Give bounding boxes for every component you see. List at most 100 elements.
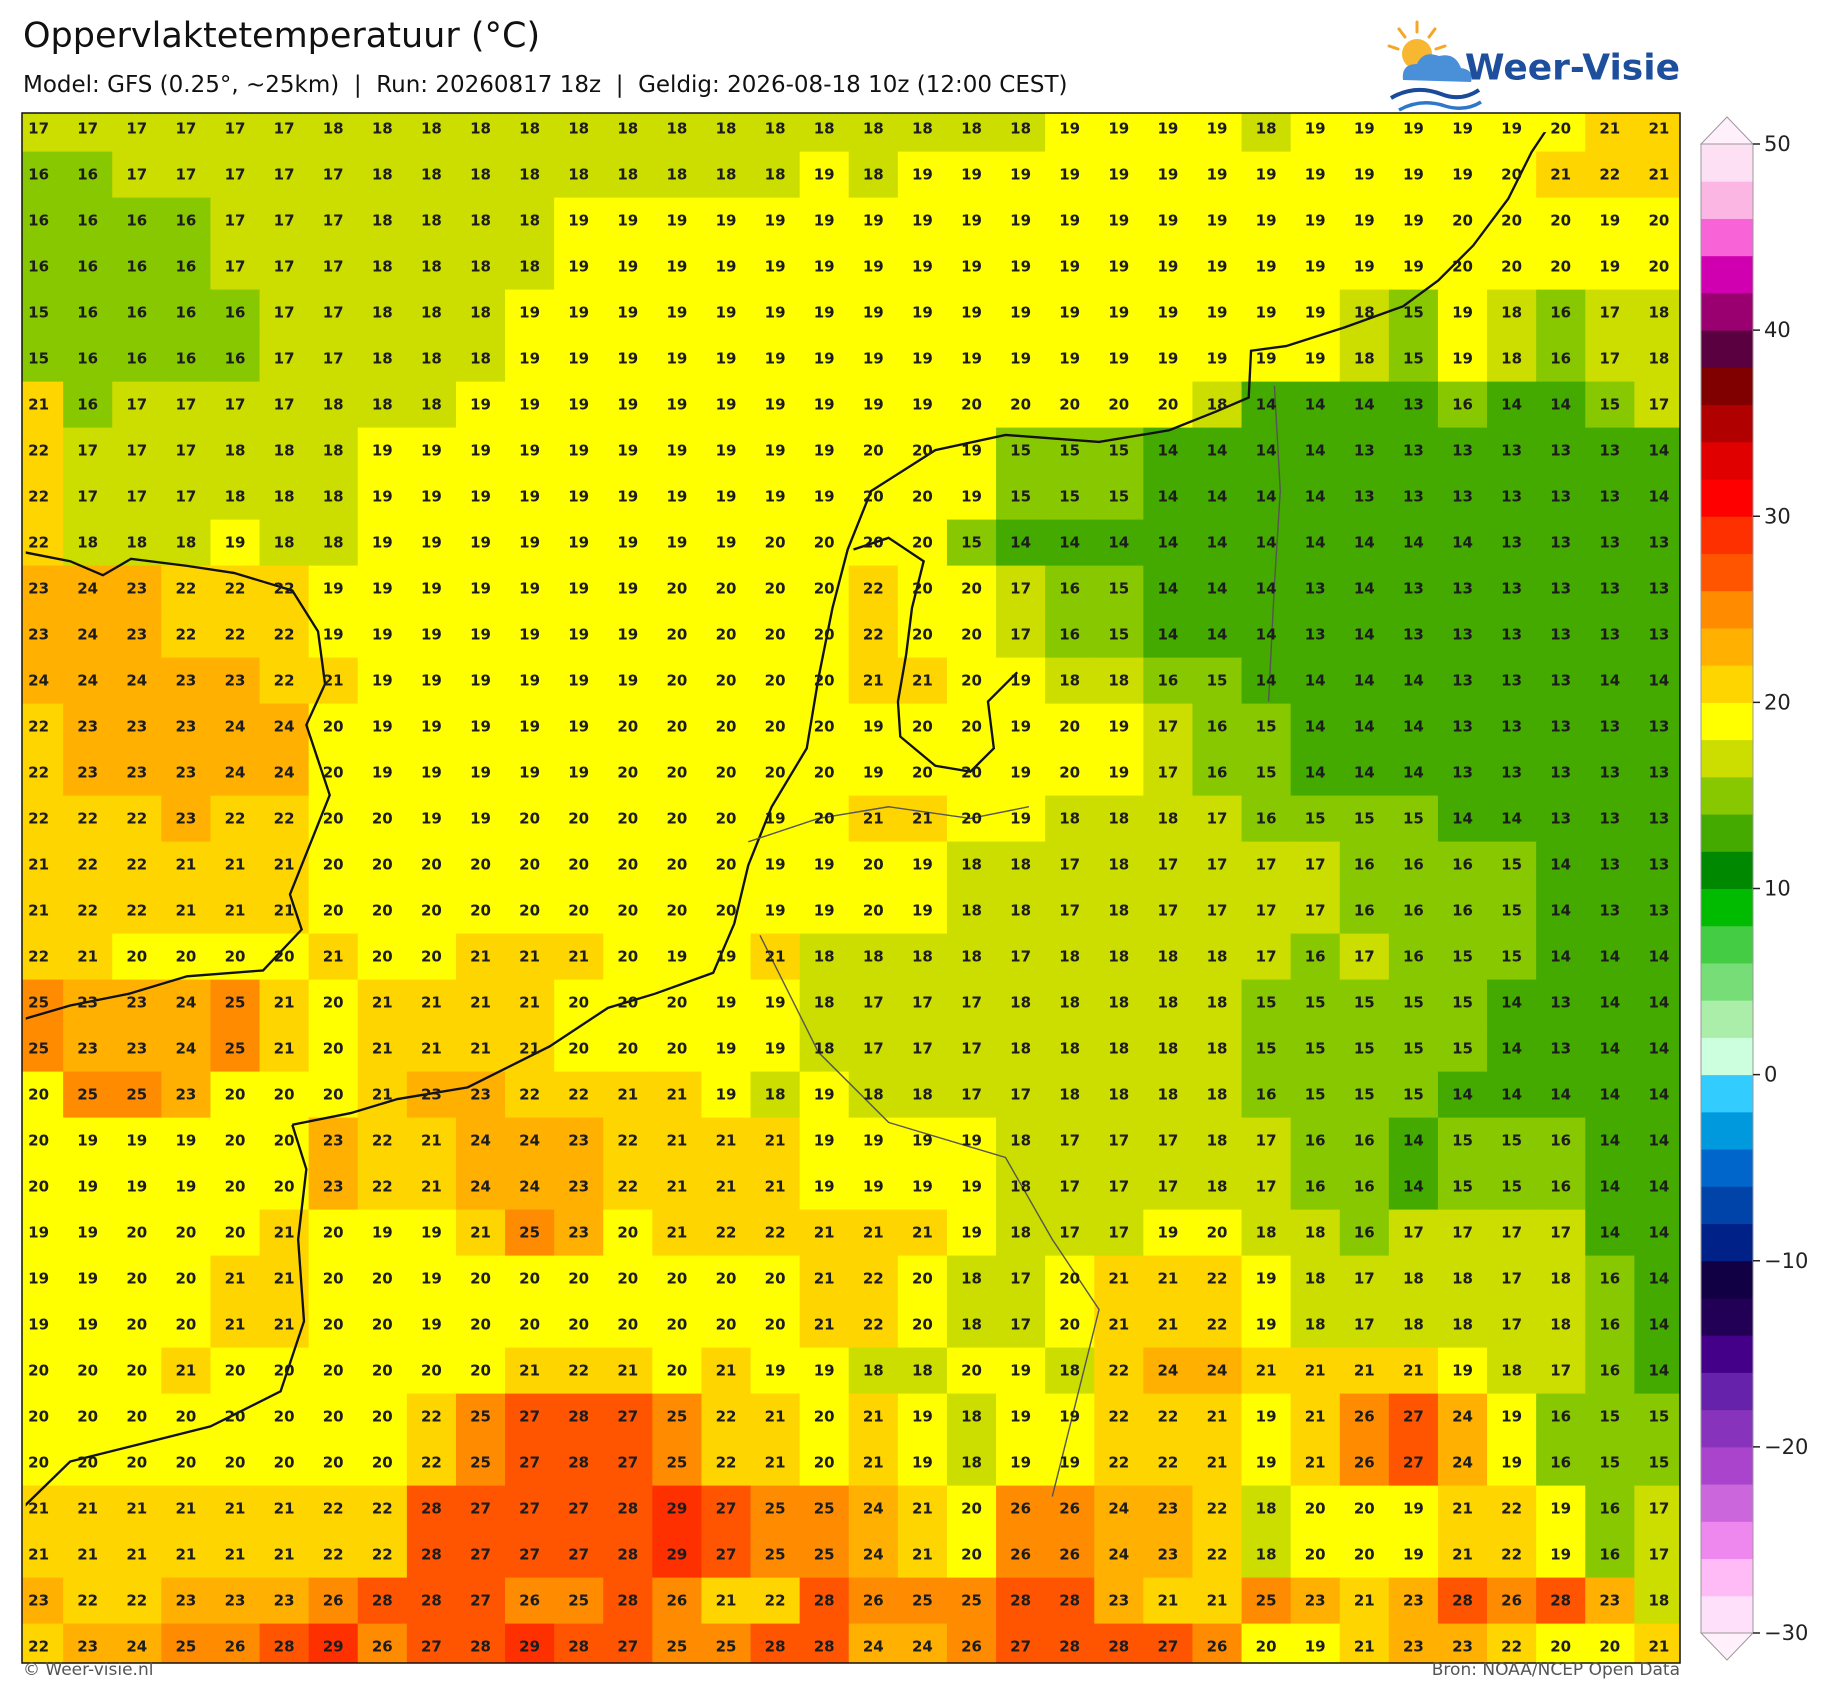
- temperature-cell: [1045, 1301, 1095, 1349]
- temperature-value: 20: [666, 764, 687, 782]
- temperature-cell: [505, 1347, 555, 1395]
- temperature-value: 21: [274, 1546, 295, 1564]
- temperature-cell: [22, 427, 64, 475]
- temperature-value: 20: [323, 1362, 344, 1380]
- temperature-cell: [505, 703, 555, 751]
- temperature-cell: [308, 1301, 359, 1349]
- temperature-value: 28: [568, 1454, 589, 1472]
- temperature-value: 19: [568, 396, 589, 414]
- temperature-cell: [1192, 933, 1243, 981]
- temperature-value: 20: [912, 718, 933, 736]
- temperature-cell: [799, 197, 850, 245]
- temperature-value: 17: [1599, 304, 1620, 322]
- temperature-value: 18: [1108, 1086, 1129, 1104]
- temperature-cell: [701, 1025, 752, 1073]
- temperature-cell: [357, 565, 408, 613]
- temperature-cell: [22, 243, 64, 291]
- temperature-cell: [701, 1623, 752, 1663]
- temperature-value: 20: [323, 718, 344, 736]
- temperature-cell: [1339, 473, 1390, 521]
- temperature-value: 17: [1207, 810, 1228, 828]
- temperature-cell: [1437, 795, 1488, 843]
- temperature-cell: [210, 289, 261, 337]
- temperature-value: 19: [912, 902, 933, 920]
- temperature-cell: [1192, 1577, 1243, 1625]
- temperature-value: 18: [372, 304, 393, 322]
- temperature-cell: [1487, 657, 1537, 705]
- temperature-value: 18: [1452, 1316, 1473, 1334]
- temperature-cell: [406, 519, 457, 567]
- temperature-value: 20: [225, 1132, 246, 1150]
- temperature-cell: [996, 1623, 1046, 1663]
- temperature-value: 15: [1648, 1408, 1669, 1426]
- temperature-cell: [357, 1623, 408, 1663]
- temperature-cell: [701, 1071, 752, 1119]
- temperature-value: 21: [77, 1500, 98, 1518]
- temperature-value: 21: [1648, 120, 1669, 138]
- temperature-cell: [1241, 565, 1292, 613]
- temperature-value: 19: [470, 810, 491, 828]
- temperature-value: 17: [225, 396, 246, 414]
- temperature-cell: [848, 1577, 899, 1625]
- temperature-value: 13: [1550, 580, 1571, 598]
- temperature-cell: [406, 243, 457, 291]
- temperature-cell: [996, 1163, 1046, 1211]
- temperature-cell: [1585, 657, 1635, 705]
- temperature-value: 22: [274, 626, 295, 644]
- temperature-cell: [603, 197, 653, 245]
- temperature-value: 19: [716, 258, 737, 276]
- temperature-value: 13: [1501, 764, 1522, 782]
- temperature-value: 19: [421, 1270, 442, 1288]
- temperature-cell: [701, 1531, 752, 1579]
- temperature-value: 19: [863, 396, 884, 414]
- temperature-value: 18: [716, 166, 737, 184]
- temperature-cell: [652, 611, 703, 659]
- temperature-cell: [1094, 113, 1144, 153]
- temperature-cell: [406, 657, 457, 705]
- temperature-cell: [455, 381, 506, 429]
- temperature-value: 19: [28, 1316, 49, 1334]
- temperature-value: 22: [323, 1500, 344, 1518]
- temperature-value: 17: [77, 442, 98, 460]
- temperature-cell: [897, 473, 948, 521]
- temperature-cell: [1241, 1439, 1292, 1487]
- temperature-value: 19: [519, 764, 540, 782]
- temperature-cell: [455, 611, 506, 659]
- temperature-value: 19: [470, 626, 491, 644]
- temperature-cell: [996, 887, 1046, 935]
- temperature-value: 16: [1452, 902, 1473, 920]
- temperature-value: 19: [1256, 1454, 1277, 1472]
- temperature-value: 20: [126, 948, 147, 966]
- colorbar-segment: [1701, 627, 1753, 666]
- temperature-cell: [1290, 1393, 1341, 1441]
- temperature-cell: [701, 979, 752, 1027]
- temperature-value: 19: [126, 1132, 147, 1150]
- temperature-cell: [554, 657, 604, 705]
- temperature-value: 23: [175, 764, 196, 782]
- temperature-value: 15: [1354, 810, 1375, 828]
- temperature-cell: [22, 1255, 64, 1303]
- temperature-value: 20: [961, 1546, 982, 1564]
- temperature-cell: [455, 519, 506, 567]
- temperature-value: 17: [126, 488, 147, 506]
- temperature-cell: [996, 1255, 1046, 1303]
- temperature-cell: [1339, 427, 1390, 475]
- temperature-value: 20: [1256, 1638, 1277, 1656]
- colorbar-segment: [1701, 665, 1753, 703]
- temperature-value: 19: [1010, 1454, 1031, 1472]
- temperature-value: 14: [1354, 764, 1375, 782]
- temperature-value: 16: [1256, 810, 1277, 828]
- temperature-cell: [701, 703, 752, 751]
- temperature-cell: [210, 427, 261, 475]
- temperature-cell: [210, 519, 261, 567]
- temperature-value: 16: [126, 212, 147, 230]
- temperature-cell: [406, 1209, 457, 1257]
- temperature-value: 20: [716, 1270, 737, 1288]
- temperature-cell: [1388, 933, 1439, 981]
- temperature-value: 16: [28, 212, 49, 230]
- temperature-cell: [455, 197, 506, 245]
- temperature-cell: [750, 887, 801, 935]
- temperature-cell: [308, 197, 359, 245]
- temperature-value: 20: [617, 1316, 638, 1334]
- temperature-value: 21: [421, 1132, 442, 1150]
